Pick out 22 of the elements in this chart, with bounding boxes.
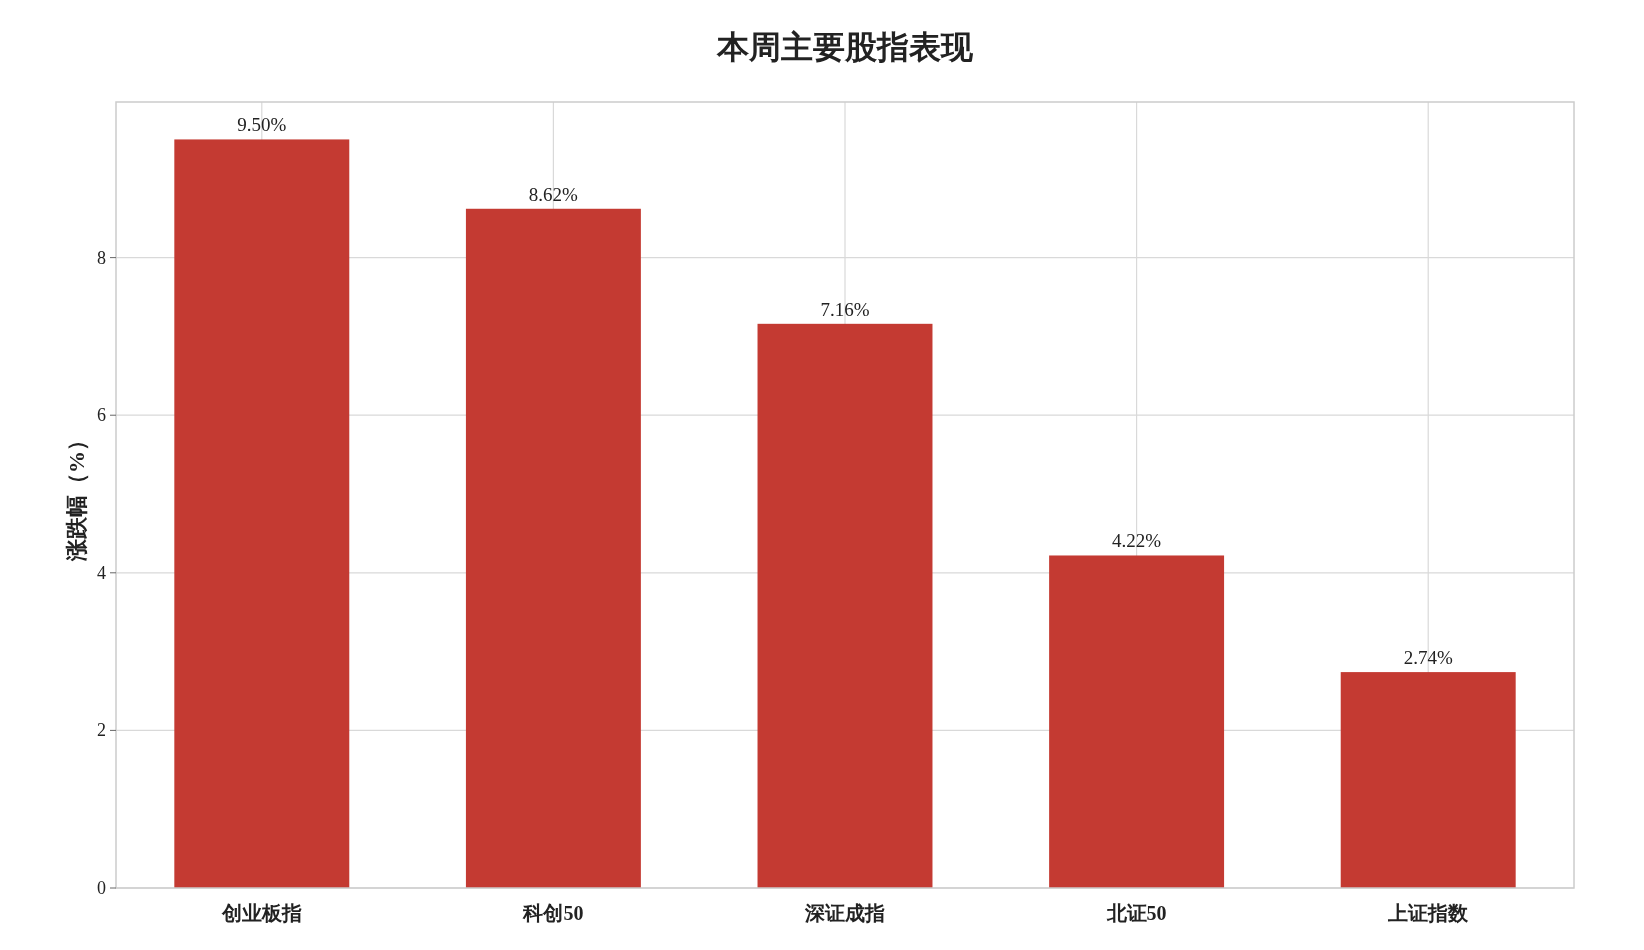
bar [757,323,933,888]
x-tick-label: 深证成指 [804,902,885,924]
y-tick-label: 6 [97,405,106,426]
y-tick-label: 4 [97,562,106,583]
x-tick-label: 上证指数 [1387,902,1470,924]
data-label: 9.50% [237,114,287,136]
x-tick-label: 北证50 [1105,902,1167,924]
bar [465,208,641,888]
y-tick-label: 8 [97,247,106,268]
chart-title: 本周主要股指表现 [716,29,974,65]
bar [1340,672,1516,888]
y-axis-title: 涨跌幅（%） [64,429,89,562]
y-tick-label: 2 [97,720,106,741]
data-label: 2.74% [1403,647,1453,669]
data-label: 4.22% [1112,530,1162,552]
x-tick-label: 创业板指 [220,902,302,924]
bar [1049,555,1225,888]
y-tick-label: 0 [97,878,106,898]
data-label: 7.16% [820,298,870,320]
x-tick-label: 科创50 [522,902,584,924]
data-label: 8.62% [528,183,579,205]
bar [174,139,350,888]
